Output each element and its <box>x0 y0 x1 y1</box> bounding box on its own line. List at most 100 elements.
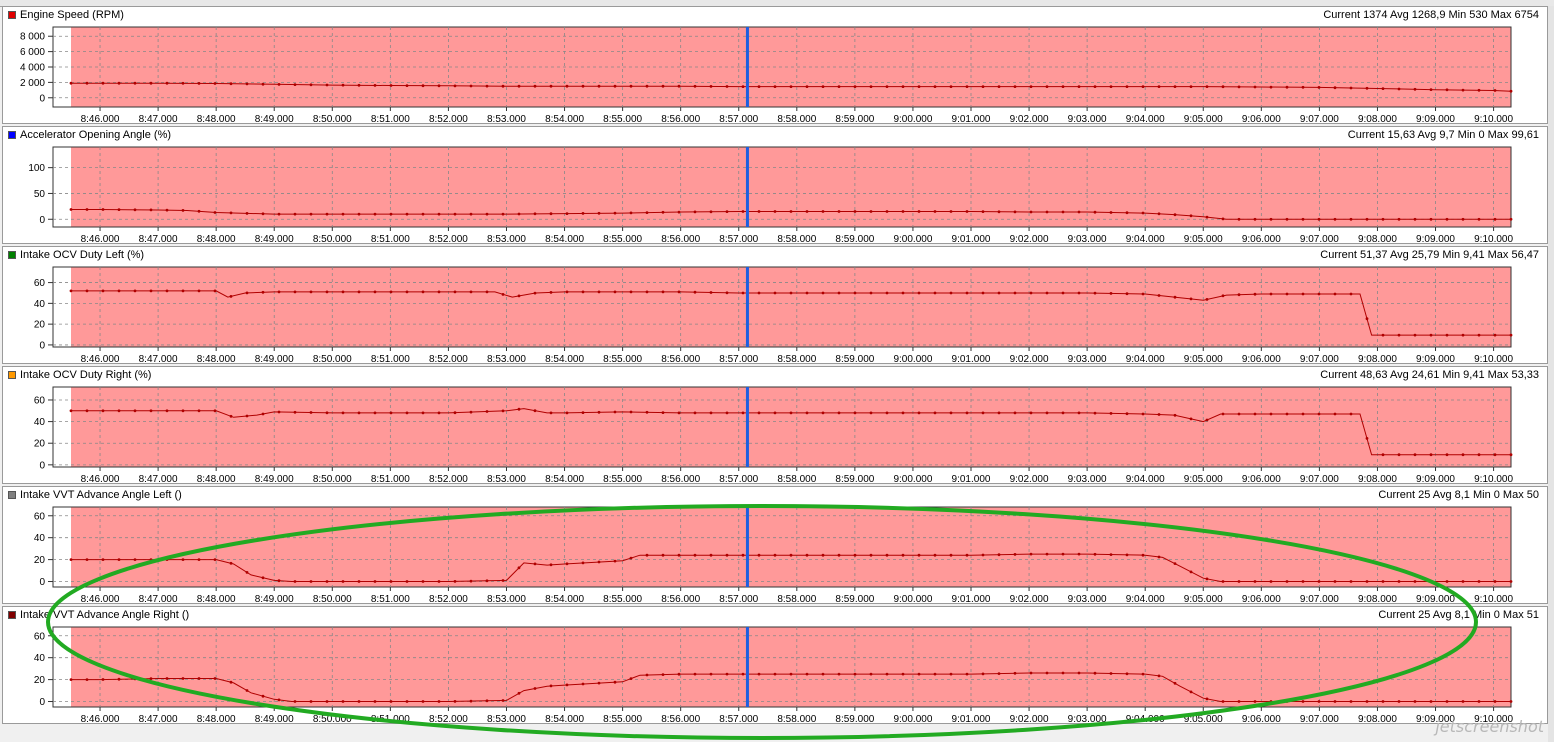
series-point <box>197 558 201 561</box>
series-point <box>1397 700 1401 703</box>
series-point <box>789 210 793 213</box>
series-point <box>1429 453 1433 457</box>
series-point <box>533 84 537 88</box>
series-point <box>1349 86 1353 90</box>
series-point <box>565 411 569 415</box>
chart-header: Intake OCV Duty Left (%) Current 51,37 Av… <box>3 247 1547 265</box>
series-point <box>341 212 345 216</box>
x-tick-label: 8:53.000 <box>487 354 526 363</box>
series-point <box>533 291 537 295</box>
x-tick-label: 8:50.000 <box>313 474 352 483</box>
chart-plot[interactable]: 0 20 40 60 8:46.000 8:47.000 8:48.000 8:49.000 8… <box>3 385 1547 483</box>
series-point <box>789 85 793 88</box>
series-point <box>293 83 297 86</box>
x-tick-label: 8:54.000 <box>545 474 584 483</box>
series-point <box>1061 671 1065 675</box>
y-tick-label: 2 000 <box>20 78 45 89</box>
series-point <box>453 212 457 216</box>
series-point <box>245 571 249 574</box>
series-point <box>1445 580 1449 583</box>
x-tick-label: 9:00.000 <box>893 234 932 243</box>
series-point <box>549 411 553 415</box>
series-point <box>1061 291 1065 295</box>
series-point <box>389 290 393 294</box>
vertical-scrollbar[interactable] <box>1548 6 1554 742</box>
chart-panel[interactable]: Intake OCV Duty Left (%) Current 51,37 Av… <box>2 246 1548 364</box>
series-point <box>1061 85 1065 88</box>
series-point <box>485 290 489 294</box>
series-point <box>549 84 553 88</box>
chart-panel[interactable]: Intake VVT Advance Angle Right () Current… <box>2 606 1548 724</box>
chart-panel[interactable]: Intake VVT Advance Angle Left () Current … <box>2 486 1548 604</box>
series-point <box>501 409 505 413</box>
chart-header: Intake VVT Advance Angle Right () Current… <box>3 607 1547 625</box>
series-point <box>149 81 153 85</box>
y-tick-label: 4 000 <box>20 63 45 74</box>
series-point <box>325 83 329 87</box>
y-tick-label: 20 <box>34 439 46 450</box>
series-point <box>693 672 697 676</box>
series-point <box>1125 412 1129 416</box>
chart-plot[interactable]: 0 20 40 60 8:46.000 8:47.000 8:48.000 8:49.000 8… <box>3 505 1547 603</box>
x-tick-label: 8:57.000 <box>719 714 758 723</box>
series-point <box>213 409 217 413</box>
series-point <box>853 672 857 676</box>
chart-title: Intake VVT Advance Angle Right () <box>20 609 190 621</box>
series-point <box>629 290 633 294</box>
x-tick-label: 9:04.000 <box>1126 594 1165 603</box>
series-point <box>933 672 937 676</box>
series-point <box>1221 412 1225 416</box>
chart-panel[interactable]: Accelerator Opening Angle (%) Current 15,… <box>2 126 1548 244</box>
series-point <box>1221 580 1225 583</box>
series-point <box>213 289 217 293</box>
series-point <box>1461 453 1465 457</box>
chart-plot[interactable]: 0 2 000 4 000 6 000 8 000 8:46.000 8:47.000 8:4… <box>3 25 1547 123</box>
series-point <box>725 85 729 88</box>
series-point <box>1349 412 1353 416</box>
series-point <box>261 412 265 416</box>
chart-plot[interactable]: 0 20 40 60 8:46.000 8:47.000 8:48.000 8:49.000 8… <box>3 625 1547 723</box>
series-point <box>69 409 73 413</box>
x-tick-label: 8:50.000 <box>313 234 352 243</box>
x-tick-label: 9:09.000 <box>1416 114 1455 123</box>
series-point <box>1221 85 1225 89</box>
series-point <box>805 210 809 213</box>
x-tick-label: 8:47.000 <box>139 474 178 483</box>
series-point <box>821 553 825 557</box>
series-point <box>613 290 617 294</box>
series-point <box>1349 292 1353 296</box>
series-point <box>1365 580 1369 583</box>
x-tick-label: 9:10.000 <box>1474 234 1513 243</box>
series-point <box>565 290 569 294</box>
series-point <box>357 411 361 415</box>
chart-panel[interactable]: Intake OCV Duty Right (%) Current 48,63 A… <box>2 366 1548 484</box>
x-tick-label: 9:02.000 <box>1010 474 1049 483</box>
series-point <box>1109 292 1113 295</box>
series-point <box>677 290 681 294</box>
chart-plot[interactable]: 0 50 100 8:46.000 8:47.000 8:48.000 8:49.000 8:… <box>3 145 1547 243</box>
series-point <box>293 410 297 414</box>
series-point <box>805 85 809 88</box>
x-tick-label: 8:49.000 <box>255 114 294 123</box>
series-point <box>1029 552 1033 556</box>
series-point <box>517 691 521 695</box>
chart-panel[interactable]: Engine Speed (RPM) Current 1374 Avg 1268,… <box>2 6 1548 124</box>
x-tick-label: 9:05.000 <box>1184 354 1223 363</box>
x-tick-label: 9:09.000 <box>1416 234 1455 243</box>
y-tick-label: 0 <box>39 577 45 588</box>
x-tick-label: 8:55.000 <box>603 474 642 483</box>
series-point <box>1077 671 1081 675</box>
series-point <box>1125 85 1129 88</box>
series-point <box>1509 333 1513 337</box>
series-point <box>1269 580 1273 583</box>
series-point <box>1317 412 1321 416</box>
series-point <box>1013 411 1017 415</box>
series-point <box>853 411 857 415</box>
series-point <box>997 210 1001 214</box>
y-tick-label: 60 <box>34 278 46 289</box>
x-tick-label: 8:52.000 <box>429 234 468 243</box>
series-point <box>757 672 761 676</box>
series-point <box>581 561 585 565</box>
series-point <box>213 211 217 214</box>
chart-plot[interactable]: 0 20 40 60 8:46.000 8:47.000 8:48.000 8:49.000 8… <box>3 265 1547 363</box>
